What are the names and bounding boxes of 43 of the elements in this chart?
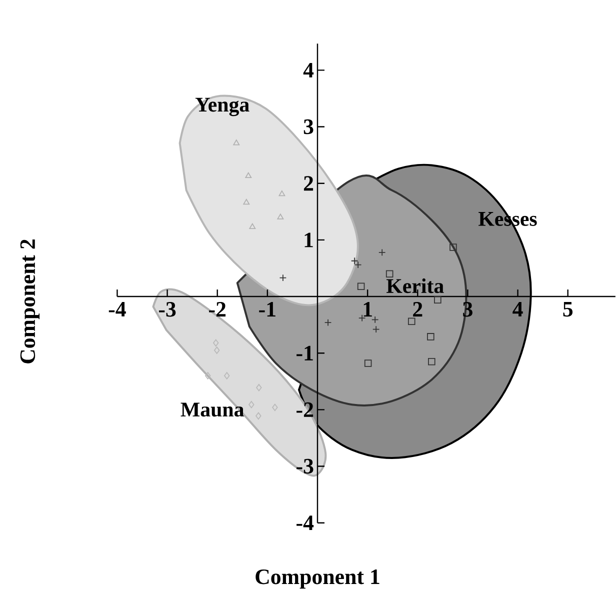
y-tick-label: -1 (296, 346, 313, 360)
y-tick-label: 2 (304, 176, 314, 191)
point (204, 372, 211, 380)
point (245, 172, 252, 178)
x-axis-title: Component 1 (256, 569, 380, 589)
point (272, 404, 278, 412)
point (277, 214, 284, 220)
point (386, 270, 394, 278)
y-tick-label: 3 (304, 119, 314, 134)
x-tick-label: -1 (259, 302, 276, 316)
point (249, 223, 256, 229)
y-tick-label: 4 (303, 62, 314, 78)
point (364, 360, 372, 367)
point (248, 400, 254, 408)
x-tick-label: 1 (364, 302, 372, 316)
point (256, 384, 262, 392)
y-tick-label: 1 (304, 232, 313, 248)
point (357, 282, 365, 290)
point (243, 198, 250, 205)
x-tick-label: 2 (413, 302, 422, 316)
y-tick-label: -3 (296, 458, 314, 474)
x-tick-label: -2 (209, 302, 226, 316)
series-label: Mauna (180, 402, 244, 417)
series-label: Yenga (195, 98, 250, 116)
point (224, 372, 230, 380)
x-tick-label: 4 (512, 302, 523, 316)
series-label: Kerita (386, 278, 444, 294)
y-tick-label: -4 (296, 516, 314, 530)
x-tick-label: -4 (108, 302, 126, 316)
x-tick-label: -3 (158, 302, 176, 317)
point (278, 190, 286, 196)
point (233, 140, 240, 146)
point (450, 244, 457, 251)
y-tick-label: -2 (296, 402, 314, 417)
point (256, 412, 262, 420)
point (214, 346, 220, 354)
y-axis-title: Component 2 (20, 240, 40, 364)
point (408, 318, 416, 326)
point (213, 339, 219, 347)
point (434, 296, 442, 304)
point (428, 358, 436, 366)
point (427, 333, 434, 340)
x-tick-label: 5 (563, 302, 573, 317)
